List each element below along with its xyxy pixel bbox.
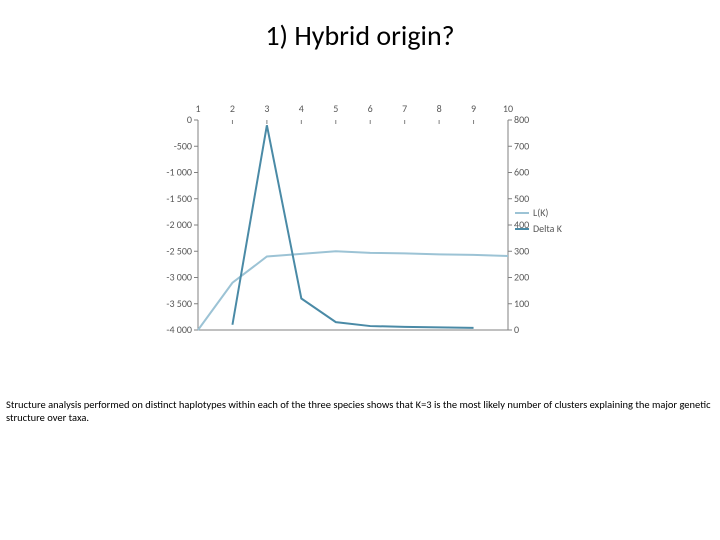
y-left-tick-label: -3 500 (166, 297, 192, 310)
slide-root: 1) Hybrid origin? 123456789100-500-1 000… (0, 0, 720, 540)
y-right-tick-label: 300 (514, 244, 529, 257)
x-tick-label: 3 (264, 102, 269, 115)
y-left-tick-label: -2 500 (166, 244, 192, 257)
legend-label: L(K) (533, 206, 548, 219)
y-right-tick-label: 800 (514, 113, 529, 126)
y-left-tick-label: -4 000 (166, 323, 192, 336)
y-right-tick-label: 700 (514, 139, 529, 152)
structure-chart: 123456789100-500-1 000-1 500-2 000-2 500… (150, 100, 580, 360)
chart-svg: 123456789100-500-1 000-1 500-2 000-2 500… (150, 100, 580, 338)
x-tick-label: 2 (230, 102, 235, 115)
y-left-tick-label: -1 000 (166, 166, 192, 179)
y-right-tick-label: 0 (514, 323, 519, 336)
y-left-tick-label: 0 (187, 113, 192, 126)
x-tick-label: 8 (437, 102, 442, 115)
legend-label: Delta K (533, 222, 563, 235)
x-tick-label: 7 (402, 102, 407, 115)
x-tick-label: 9 (471, 102, 476, 115)
y-right-tick-label: 100 (514, 297, 529, 310)
y-left-tick-label: -3 000 (166, 271, 192, 284)
x-tick-label: 4 (299, 102, 304, 115)
y-left-tick-label: -2 000 (166, 218, 192, 231)
x-tick-label: 1 (195, 102, 200, 115)
y-left-tick-label: -500 (174, 139, 192, 152)
page-title: 1) Hybrid origin? (0, 18, 720, 53)
series-line (232, 125, 473, 328)
series-line (198, 251, 508, 330)
y-right-tick-label: 500 (514, 192, 529, 205)
y-left-tick-label: -1 500 (166, 192, 192, 205)
caption-text: Structure analysis performed on distinct… (6, 398, 714, 424)
x-tick-label: 6 (368, 102, 373, 115)
y-right-tick-label: 600 (514, 166, 529, 179)
x-tick-label: 5 (333, 102, 338, 115)
y-right-tick-label: 200 (514, 271, 529, 284)
x-tick-label: 10 (503, 102, 513, 115)
